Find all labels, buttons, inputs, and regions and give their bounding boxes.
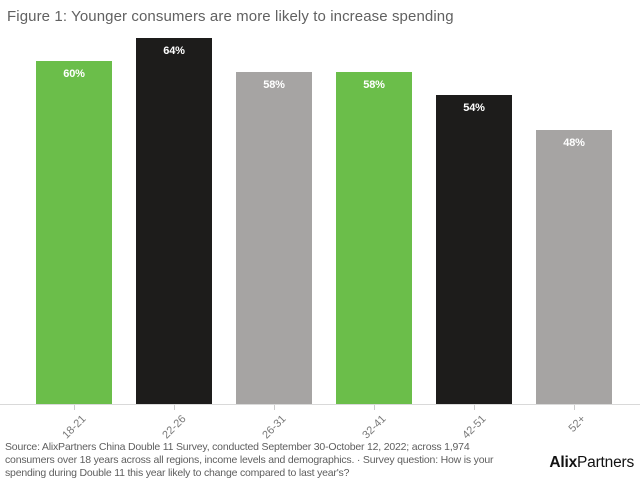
source-note-line: Source: AlixPartners China Double 11 Sur…: [5, 441, 470, 453]
logo-bold-text: Alix: [549, 454, 578, 471]
x-axis-label: 42-51: [460, 413, 489, 442]
bar-52+: 48%: [536, 130, 612, 404]
alixpartners-logo: AlixPartners: [549, 454, 634, 472]
x-axis-label: 32-41: [360, 413, 389, 442]
x-axis-tick: [273, 405, 275, 410]
bar-value-label: 48%: [563, 137, 585, 149]
bar-18-21: 60%: [36, 61, 112, 404]
x-axis-line: [0, 404, 640, 405]
bar-42-51: 54%: [436, 95, 512, 404]
bar-value-label: 60%: [63, 68, 85, 80]
source-note-line: spending during Double 11 this year like…: [5, 467, 350, 479]
x-axis-tick: [373, 405, 375, 410]
x-axis-tick: [473, 405, 475, 410]
x-axis-tick: [73, 405, 75, 410]
x-axis-label: 52+: [566, 413, 589, 435]
bar-value-label: 54%: [463, 102, 485, 114]
plot-area: 60% 64% 58% 58% 54% 48%: [0, 30, 640, 404]
logo-regular-text: Partners: [577, 454, 634, 471]
x-axis-tick: [173, 405, 175, 410]
x-axis-tick: [573, 405, 575, 410]
source-note-line: consumers over 18 years across all regio…: [5, 454, 494, 466]
source-note: Source: AlixPartners China Double 11 Sur…: [5, 441, 493, 480]
bar-value-label: 64%: [163, 45, 185, 57]
bar-value-label: 58%: [263, 79, 285, 91]
x-axis-label: 22-26: [160, 413, 189, 442]
bar-26-31: 58%: [236, 72, 312, 404]
bar-32-41: 58%: [336, 72, 412, 404]
x-axis-label: 26-31: [260, 413, 289, 442]
chart-title: Figure 1: Younger consumers are more lik…: [7, 8, 454, 25]
bar-22-26: 64%: [136, 38, 212, 404]
bar-value-label: 58%: [363, 79, 385, 91]
x-axis-label: 18-21: [60, 413, 89, 442]
